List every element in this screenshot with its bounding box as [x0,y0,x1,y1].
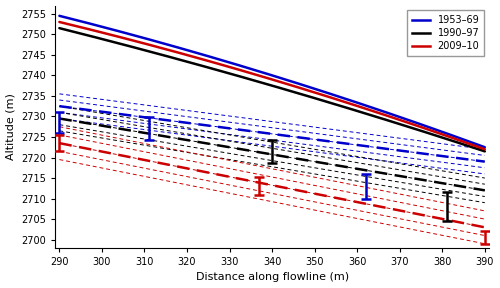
X-axis label: Distance along flowline (m): Distance along flowline (m) [196,272,348,283]
Legend: 1953–69, 1990–97, 2009–10: 1953–69, 1990–97, 2009–10 [408,10,484,56]
Y-axis label: Altitude (m): Altitude (m) [6,93,16,160]
